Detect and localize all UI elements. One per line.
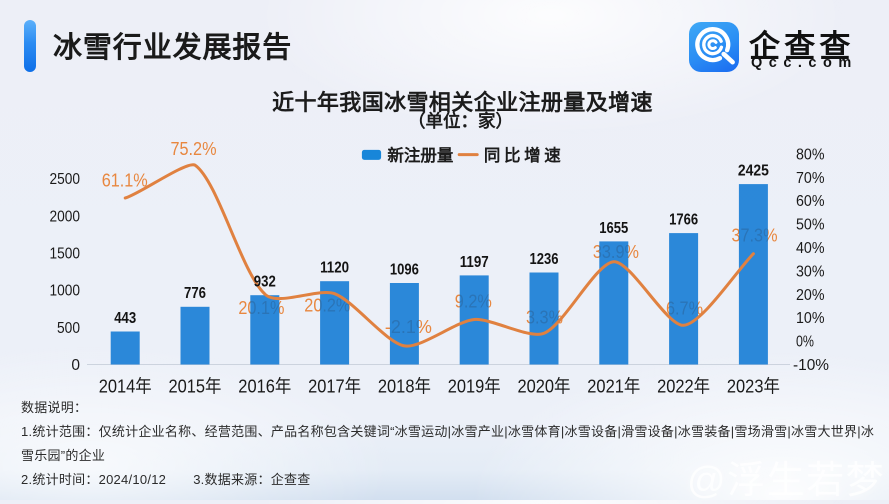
svg-text:-10%: -10% (793, 357, 829, 374)
svg-text:2000: 2000 (50, 208, 81, 225)
svg-text:1096: 1096 (390, 261, 419, 278)
svg-text:1120: 1120 (320, 260, 349, 277)
svg-text:61.1%: 61.1% (102, 170, 148, 190)
svg-text:776: 776 (184, 285, 206, 302)
svg-text:2022年: 2022年 (657, 377, 710, 397)
svg-text:0%: 0% (796, 334, 814, 351)
svg-text:2018年: 2018年 (378, 377, 431, 397)
svg-text:同比增速: 同比增速 (484, 145, 564, 165)
svg-text:2014年: 2014年 (99, 377, 152, 397)
svg-text:20%: 20% (796, 287, 825, 304)
svg-text:75.2%: 75.2% (171, 139, 217, 159)
svg-text:80%: 80% (796, 146, 825, 163)
svg-text:2500: 2500 (50, 171, 81, 188)
svg-text:1766: 1766 (669, 212, 698, 229)
svg-text:新注册量: 新注册量 (387, 145, 454, 165)
svg-text:932: 932 (254, 274, 276, 291)
svg-text:70%: 70% (796, 170, 825, 187)
svg-text:2425: 2425 (738, 163, 769, 180)
svg-text:2023年: 2023年 (727, 377, 780, 397)
svg-text:2019年: 2019年 (448, 377, 501, 397)
svg-text:1236: 1236 (530, 251, 559, 268)
svg-text:30%: 30% (796, 263, 825, 280)
svg-text:1655: 1655 (599, 220, 628, 237)
svg-text:50%: 50% (796, 217, 825, 234)
svg-text:2021年: 2021年 (587, 377, 640, 397)
svg-text:2017年: 2017年 (308, 377, 361, 397)
svg-text:1000: 1000 (50, 283, 81, 300)
svg-text:2016年: 2016年 (238, 377, 291, 397)
svg-text:60%: 60% (796, 193, 825, 210)
svg-text:1197: 1197 (460, 254, 489, 271)
svg-text:500: 500 (57, 320, 80, 337)
svg-text:2015年: 2015年 (169, 377, 222, 397)
svg-text:2020年: 2020年 (518, 377, 571, 397)
svg-text:10%: 10% (796, 310, 825, 327)
svg-text:443: 443 (114, 310, 136, 327)
svg-text:0: 0 (71, 357, 80, 374)
svg-text:1500: 1500 (50, 246, 81, 263)
svg-text:40%: 40% (796, 240, 825, 257)
